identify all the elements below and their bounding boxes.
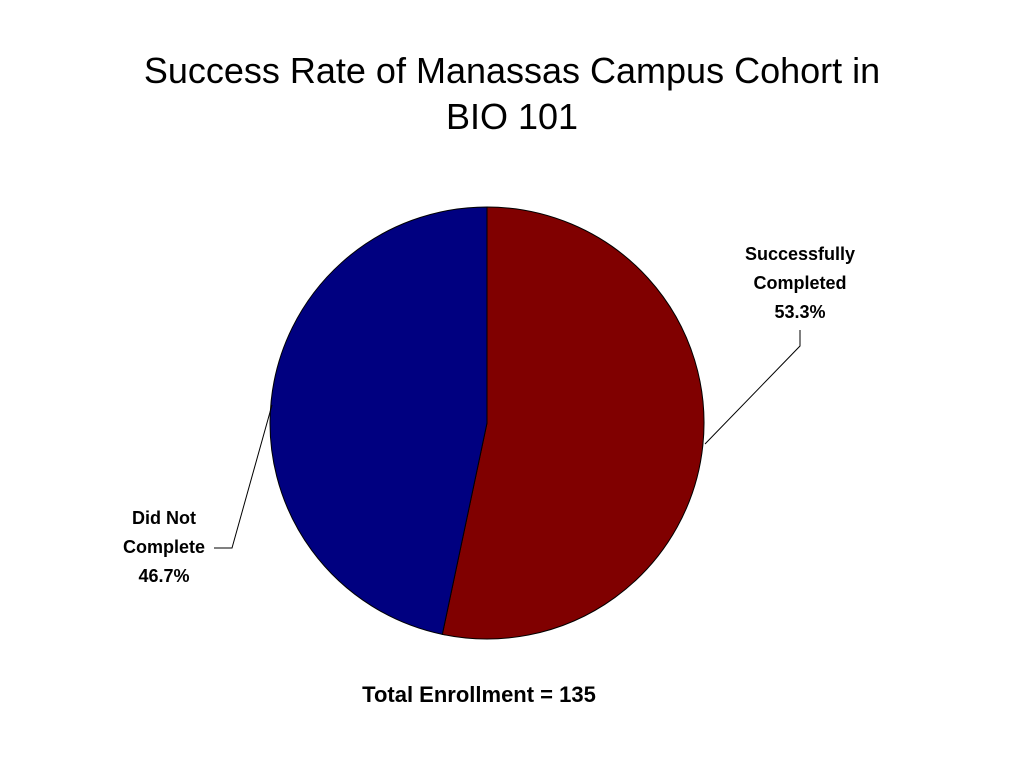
chart-title-line-1: Success Rate of Manassas Campus Cohort i…	[143, 50, 881, 91]
chart-title: Success Rate of Manassas Campus Cohort i…	[0, 48, 1024, 140]
slice-label-line-2: Complete	[122, 537, 205, 557]
slice-label-line-1: Successfully	[744, 244, 856, 264]
leader-line-did-not-complete	[214, 404, 273, 549]
pie-slice-did-not-complete	[269, 206, 488, 635]
slice-label-line-2: Completed	[753, 273, 847, 293]
leader-line-successfully-completed	[704, 330, 801, 445]
slice-label-successfully-completed: Successfully Completed 53.3%	[720, 240, 880, 327]
slice-label-line-1: Did Not	[132, 508, 196, 528]
chart-title-line-2: BIO 101	[445, 96, 579, 137]
slice-percent-label: 53.3%	[774, 302, 826, 322]
total-enrollment-note: Total Enrollment = 135	[362, 682, 596, 707]
pie-slice-successfully-completed	[441, 206, 705, 640]
slice-percent-label: 46.7%	[138, 566, 190, 586]
slice-label-did-not-complete: Did Not Complete 46.7%	[100, 504, 228, 591]
